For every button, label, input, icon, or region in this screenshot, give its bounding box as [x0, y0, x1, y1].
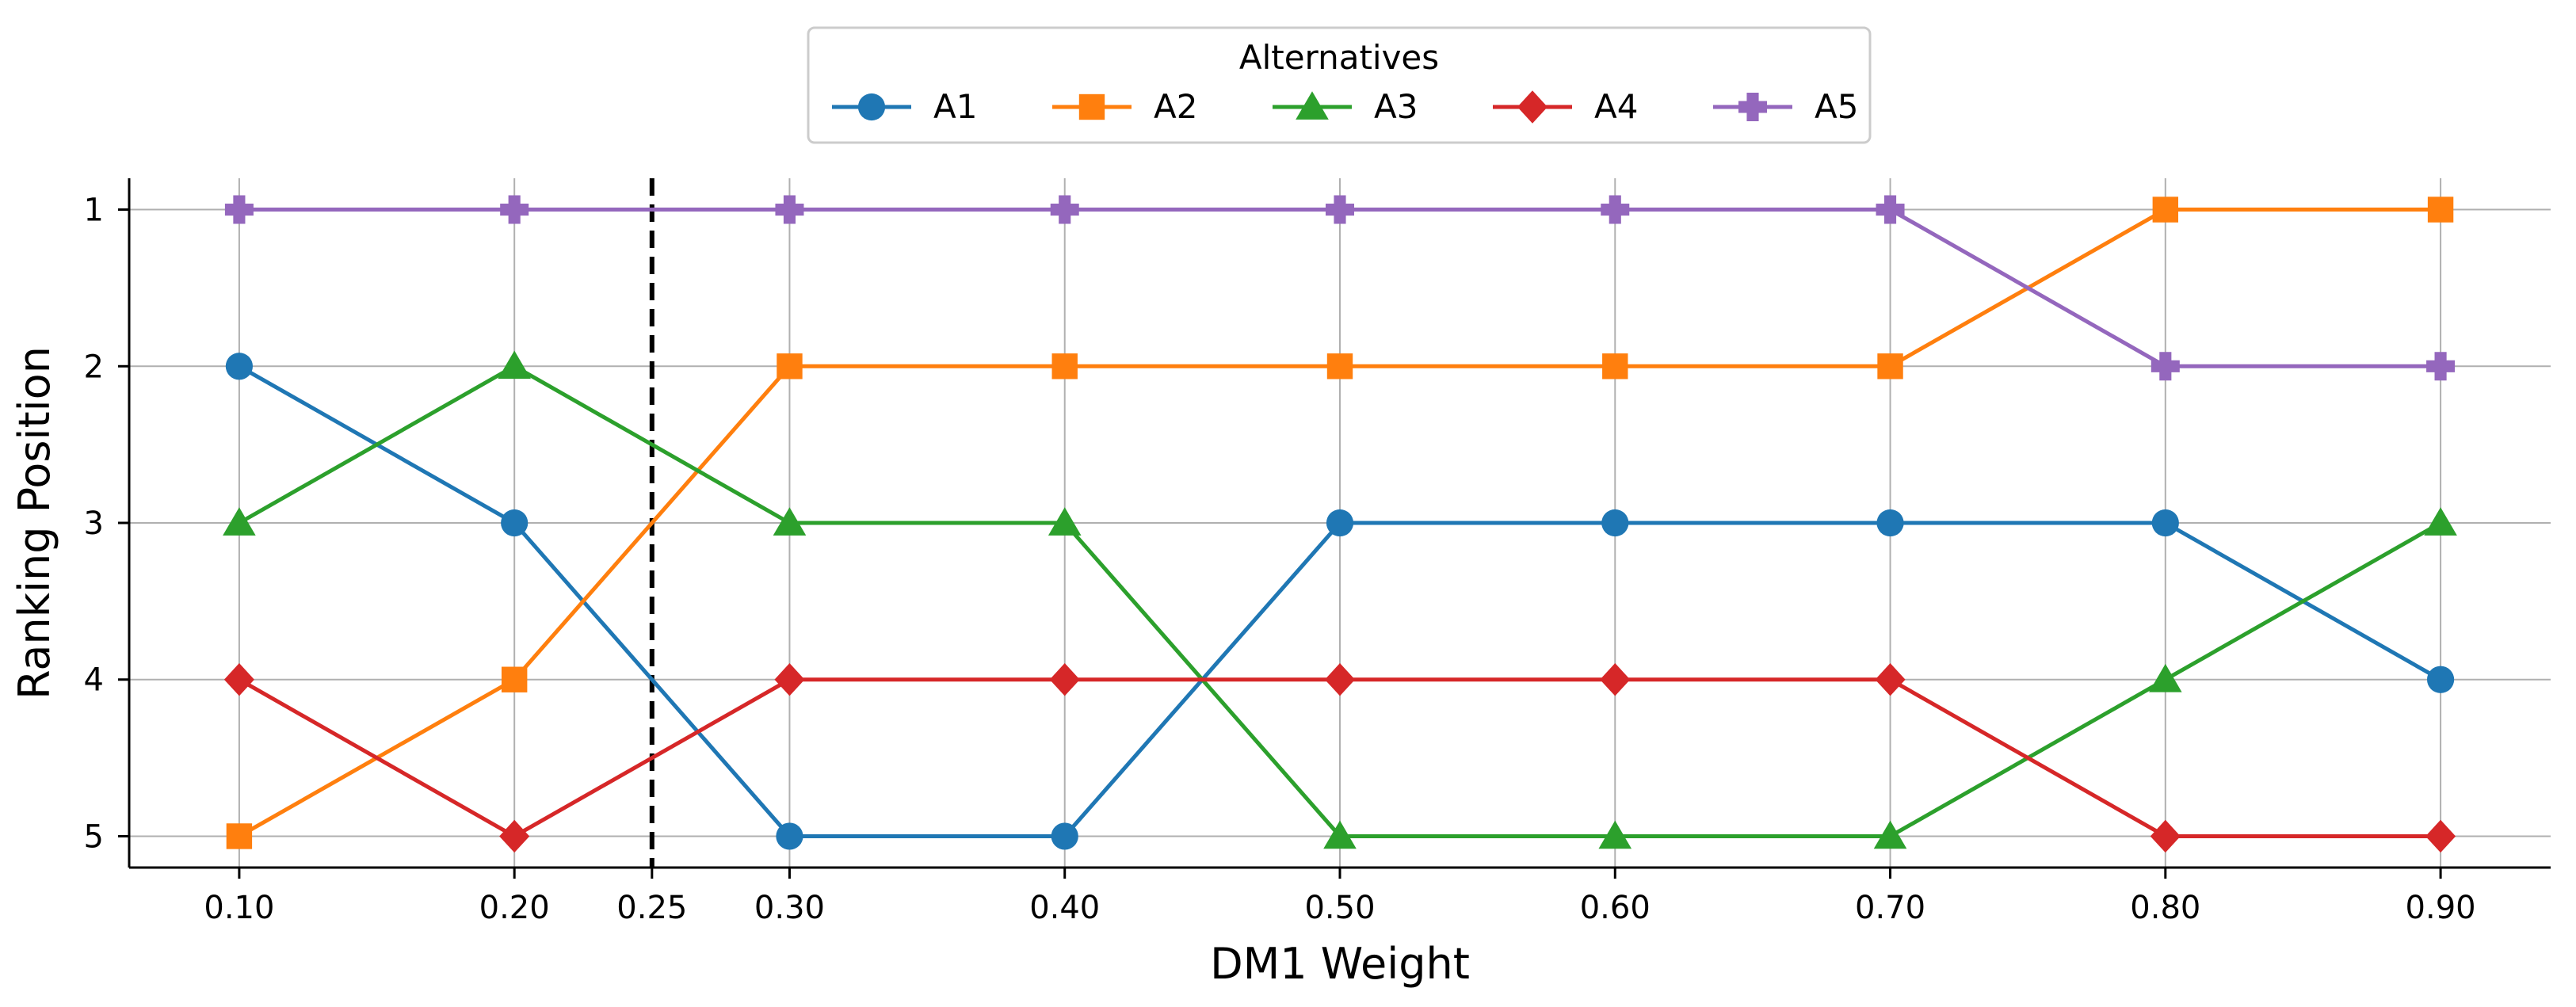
legend-entry-a2: A2 — [1052, 87, 1197, 126]
y-tick-label: 4 — [84, 662, 104, 699]
data-point-a2 — [501, 666, 528, 692]
legend-frame — [807, 26, 1872, 144]
x-tick-label: 0.90 — [2406, 890, 2476, 926]
data-point-a1 — [225, 353, 254, 380]
series-a3 — [223, 350, 2457, 849]
legend-marker — [1517, 90, 1548, 124]
x-tick-label: 0.30 — [754, 890, 825, 926]
series-a2 — [226, 196, 2454, 849]
legend-entry-a4: A4 — [1493, 87, 1638, 126]
data-point-a2 — [1326, 353, 1353, 380]
y-tick-label: 3 — [84, 505, 104, 542]
data-point-a1 — [2426, 666, 2455, 693]
legend-marker — [1738, 93, 1767, 121]
data-point-a1 — [1051, 822, 1078, 850]
legend-title: Alternatives — [1239, 38, 1439, 77]
legend-label: A2 — [1154, 87, 1197, 126]
data-point-a3 — [223, 507, 256, 536]
data-point-a3 — [2424, 507, 2457, 536]
x-tick-label: 0.10 — [204, 890, 274, 926]
data-point-a2 — [1051, 353, 1078, 380]
y-axis-label: Ranking Position — [10, 346, 59, 700]
data-point-a4 — [1600, 663, 1631, 696]
data-point-a2 — [2152, 196, 2179, 223]
legend: Alternatives A1 A2 A3 A4 A5 — [807, 26, 1872, 144]
data-point-a4 — [223, 663, 254, 696]
data-point-a3 — [773, 507, 807, 536]
x-tick-label: 0.80 — [2130, 890, 2200, 926]
legend-label: A5 — [1815, 87, 1858, 126]
x-tick-label: 0.50 — [1304, 890, 1375, 926]
data-point-a1 — [776, 822, 803, 850]
data-point-a5 — [1326, 195, 1354, 224]
data-point-a3 — [498, 350, 531, 380]
data-point-a5 — [2150, 352, 2180, 381]
data-point-a4 — [1324, 663, 1356, 696]
legend-entry-a1: A1 — [832, 87, 977, 126]
data-point-a4 — [1049, 663, 1080, 696]
x-tick-label: 0.25 — [616, 890, 687, 926]
data-point-a3 — [2149, 663, 2182, 692]
legend-marker — [1296, 91, 1329, 120]
data-point-a3 — [1323, 820, 1357, 849]
data-point-a5 — [2426, 352, 2456, 381]
data-point-a4 — [774, 663, 805, 696]
legend-entry-a5: A5 — [1713, 87, 1858, 126]
data-point-a5 — [500, 195, 529, 224]
legend-label: A1 — [933, 87, 977, 126]
data-point-a1 — [2151, 509, 2179, 537]
y-tick-label: 2 — [84, 349, 104, 385]
data-point-a5 — [1876, 195, 1905, 224]
series-a5 — [224, 195, 2456, 381]
legend-entries: A1 A2 A3 A4 A5 — [832, 87, 1858, 126]
data-point-a1 — [1876, 509, 1904, 537]
data-point-a3 — [1873, 820, 1907, 849]
data-point-a1 — [1601, 509, 1629, 537]
data-point-a2 — [2427, 196, 2454, 223]
legend-label: A3 — [1374, 87, 1418, 126]
legend-marker — [857, 93, 886, 121]
y-tick-label: 1 — [84, 193, 104, 229]
x-tick-label: 0.40 — [1029, 890, 1100, 926]
x-tick-label: 0.70 — [1855, 890, 1925, 926]
data-point-a3 — [1048, 507, 1082, 536]
legend-label: A4 — [1594, 87, 1638, 126]
data-point-a1 — [501, 509, 529, 537]
data-point-a1 — [1326, 509, 1354, 537]
series-a1 — [225, 353, 2455, 850]
data-point-a2 — [226, 823, 253, 849]
data-point-a4 — [2150, 819, 2181, 853]
ticks: 0.10 0.20 0.25 0.30 0.40 0.50 0.60 0.70 0.80 0.90… — [84, 193, 2476, 926]
data-point-a3 — [1598, 820, 1632, 849]
data-point-a5 — [1050, 195, 1079, 224]
data-point-a2 — [1877, 353, 1903, 380]
series-a4 — [223, 663, 2456, 853]
x-tick-label: 0.60 — [1580, 890, 1651, 926]
data-point-a4 — [499, 819, 530, 853]
x-tick-label: 0.20 — [479, 890, 550, 926]
x-axis-label: DM1 Weight — [1210, 939, 1470, 989]
axis-labels: DM1 Weight Ranking Position — [10, 346, 1470, 989]
legend-entry-a3: A3 — [1273, 87, 1418, 126]
data-point-a2 — [777, 353, 803, 380]
legend-marker — [1078, 93, 1105, 120]
data-point-a4 — [2425, 819, 2456, 853]
data-point-a5 — [775, 195, 804, 224]
y-tick-label: 5 — [84, 818, 104, 855]
data-point-a5 — [224, 195, 254, 224]
data-point-a4 — [1875, 663, 1906, 696]
data-point-a5 — [1601, 195, 1630, 224]
series-group — [223, 195, 2457, 853]
data-point-a2 — [1602, 353, 1628, 380]
